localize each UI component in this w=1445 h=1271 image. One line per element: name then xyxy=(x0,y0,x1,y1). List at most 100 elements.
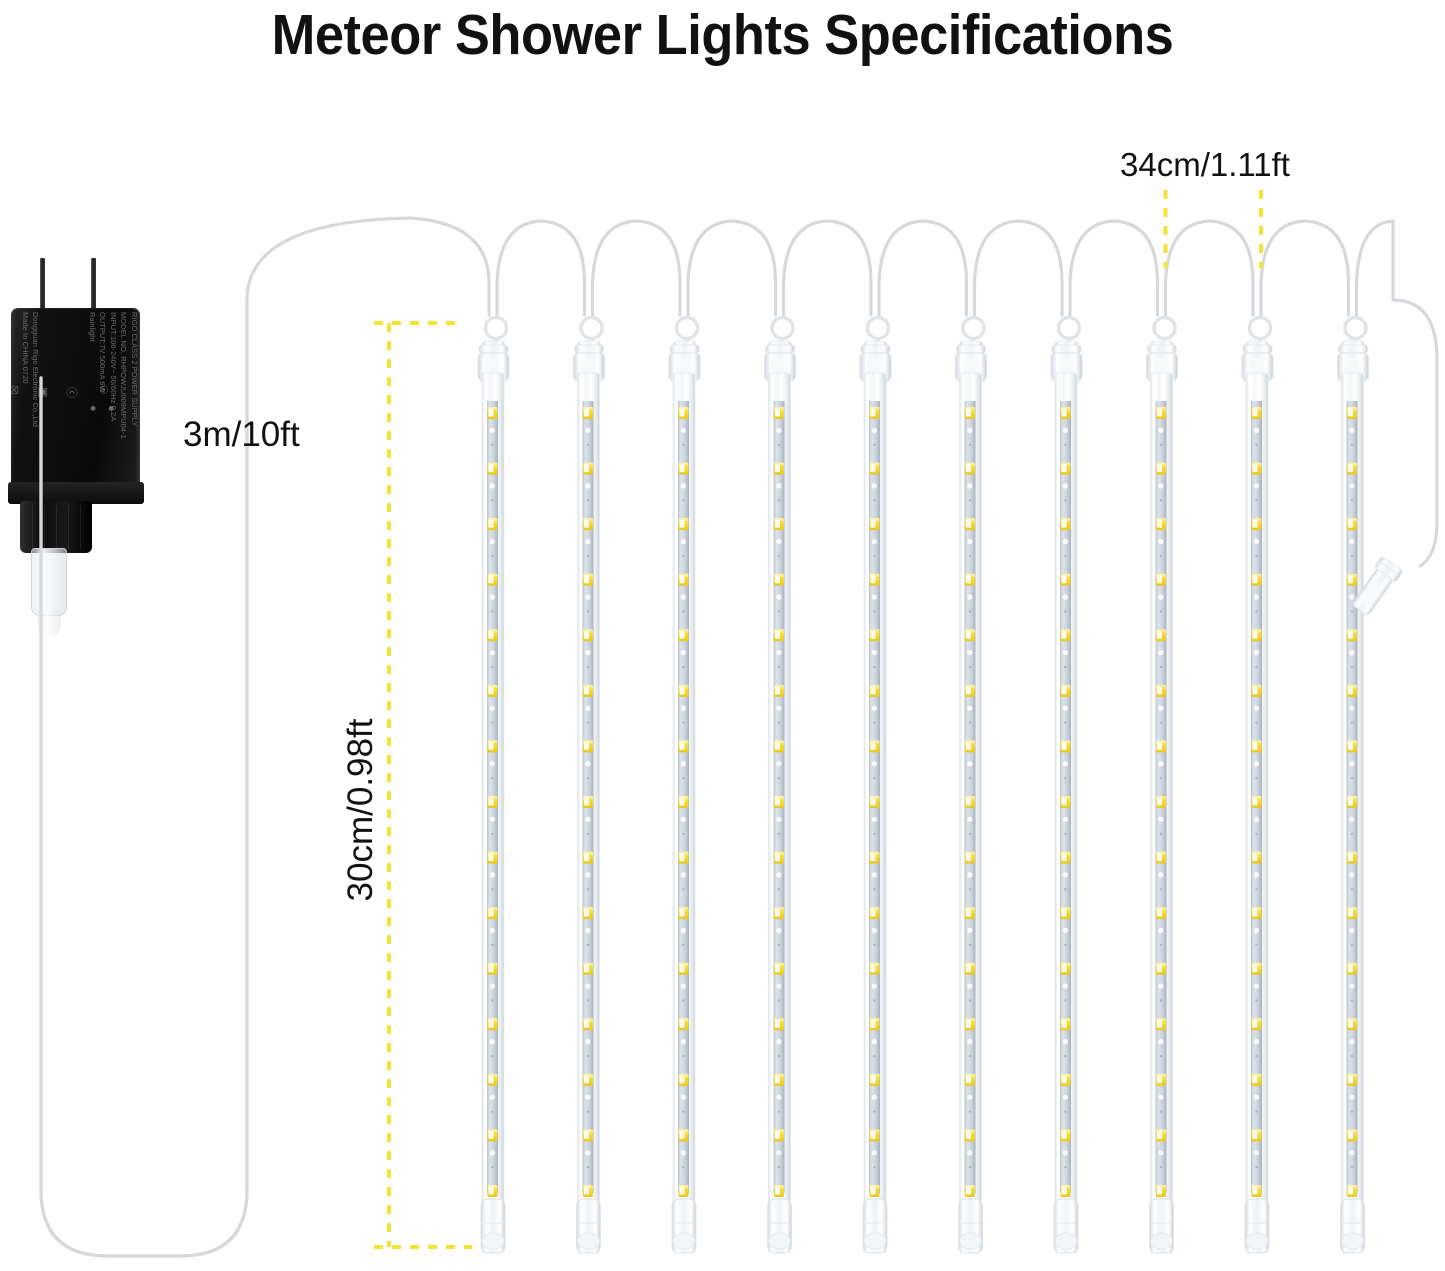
pcb-via xyxy=(776,538,782,545)
pcb-via xyxy=(1253,816,1259,822)
pcb-via xyxy=(585,705,591,711)
light-tube[interactable] xyxy=(1337,315,1369,1254)
pcb-via xyxy=(776,872,782,878)
pcb-via xyxy=(1062,761,1068,767)
pcb-via xyxy=(1253,1094,1259,1100)
pcb-via xyxy=(489,1094,495,1100)
hanging-ring-icon xyxy=(961,315,986,341)
pcb-via xyxy=(680,483,687,489)
pcb-via xyxy=(585,983,591,989)
light-tube[interactable] xyxy=(1241,315,1274,1254)
pcb-via xyxy=(1253,705,1259,711)
connector-arch xyxy=(590,219,682,317)
pcb-via xyxy=(489,594,495,600)
hanging-ring-icon xyxy=(1056,315,1082,341)
light-tube[interactable] xyxy=(955,315,987,1254)
pcb-via xyxy=(1158,927,1164,934)
pcb-via xyxy=(1253,1039,1259,1045)
hanging-ring-icon xyxy=(579,315,604,341)
power-cord xyxy=(39,298,249,1258)
dimension-label-cord-length: 3m/10ft xyxy=(183,415,300,454)
pcb-via xyxy=(776,1150,782,1156)
pcb-via xyxy=(680,650,687,656)
pcb-via xyxy=(1158,483,1164,489)
pcb-via xyxy=(1158,705,1164,711)
pcb-via xyxy=(1062,594,1068,600)
pcb-via xyxy=(776,650,782,656)
pcb-via xyxy=(776,705,782,711)
light-tube[interactable] xyxy=(573,315,605,1254)
pcb-via xyxy=(585,1039,591,1045)
pcb-via xyxy=(585,1094,591,1100)
pcb-via xyxy=(1349,983,1355,989)
light-tube[interactable] xyxy=(1146,315,1178,1254)
pcb-via xyxy=(871,1039,878,1045)
pcb-via xyxy=(1349,594,1355,600)
pcb-via xyxy=(1158,650,1164,656)
light-tube[interactable] xyxy=(477,315,510,1254)
pcb-via xyxy=(1253,483,1259,489)
pcb-via xyxy=(1158,1039,1164,1045)
pcb-via xyxy=(1349,1094,1355,1100)
pcb-via xyxy=(967,872,973,878)
pcb-via xyxy=(1349,1039,1355,1045)
pcb-via xyxy=(1062,538,1068,545)
dimension-guides xyxy=(374,190,1263,1249)
pcb-via xyxy=(489,1150,495,1156)
pcb-via xyxy=(1062,483,1068,489)
pcb-via xyxy=(585,816,591,822)
pcb-via xyxy=(871,705,878,711)
pcb-via xyxy=(871,816,878,822)
pcb-via xyxy=(1158,1150,1164,1156)
adapter-collar xyxy=(20,501,92,553)
light-tube[interactable] xyxy=(764,315,796,1254)
pcb-via xyxy=(776,761,782,767)
light-tube[interactable] xyxy=(668,315,701,1254)
pcb-via xyxy=(871,483,878,489)
pcb-via xyxy=(871,872,878,878)
pcb-via xyxy=(1253,538,1259,545)
pcb-via xyxy=(1349,872,1355,878)
pcb-via xyxy=(585,872,591,878)
pcb-via xyxy=(489,483,495,489)
pcb-via xyxy=(967,927,973,934)
pcb-via xyxy=(489,705,495,711)
pcb-via xyxy=(585,538,591,545)
pcb-via xyxy=(585,483,591,489)
connector-arch xyxy=(972,219,1064,317)
pcb-via xyxy=(680,872,687,878)
connector-arch xyxy=(1259,219,1351,317)
pcb-via xyxy=(776,483,782,489)
pcb-via xyxy=(489,650,495,656)
pcb-via xyxy=(1349,927,1355,934)
pcb-via xyxy=(489,816,495,822)
tail-cord xyxy=(1354,219,1395,317)
pcb-via xyxy=(680,1094,687,1100)
pcb-via xyxy=(871,538,878,545)
pcb-via xyxy=(1062,872,1068,878)
light-tube[interactable] xyxy=(1050,315,1083,1254)
pcb-via xyxy=(1349,483,1355,489)
pcb-via xyxy=(1253,594,1259,600)
hanging-ring-icon xyxy=(1247,315,1273,341)
pcb-via xyxy=(585,927,591,934)
adapter-body: ● ☉ ● ⓒ ▣ ☒ Ⓣ RIGO CLASS 2 POWER SUPPLY … xyxy=(11,308,140,488)
pcb-via xyxy=(680,427,687,433)
page-title: Meteor Shower Lights Specifications xyxy=(271,3,1174,67)
pcb-via xyxy=(585,1150,591,1156)
prong-right-icon xyxy=(91,258,96,310)
pcb-via xyxy=(1158,427,1164,433)
pcb-via xyxy=(680,761,687,767)
pcb-via xyxy=(871,427,878,433)
hanging-ring-icon xyxy=(865,315,891,341)
connector-arch xyxy=(1068,219,1160,317)
pcb-via xyxy=(1062,427,1068,433)
pcb-via xyxy=(776,983,782,989)
pcb-via xyxy=(680,538,687,545)
pcb-via xyxy=(967,650,973,656)
pcb-via xyxy=(1349,538,1355,545)
hanging-ring-icon xyxy=(770,315,795,341)
pcb-via xyxy=(1349,816,1355,822)
light-tube[interactable] xyxy=(859,315,892,1254)
